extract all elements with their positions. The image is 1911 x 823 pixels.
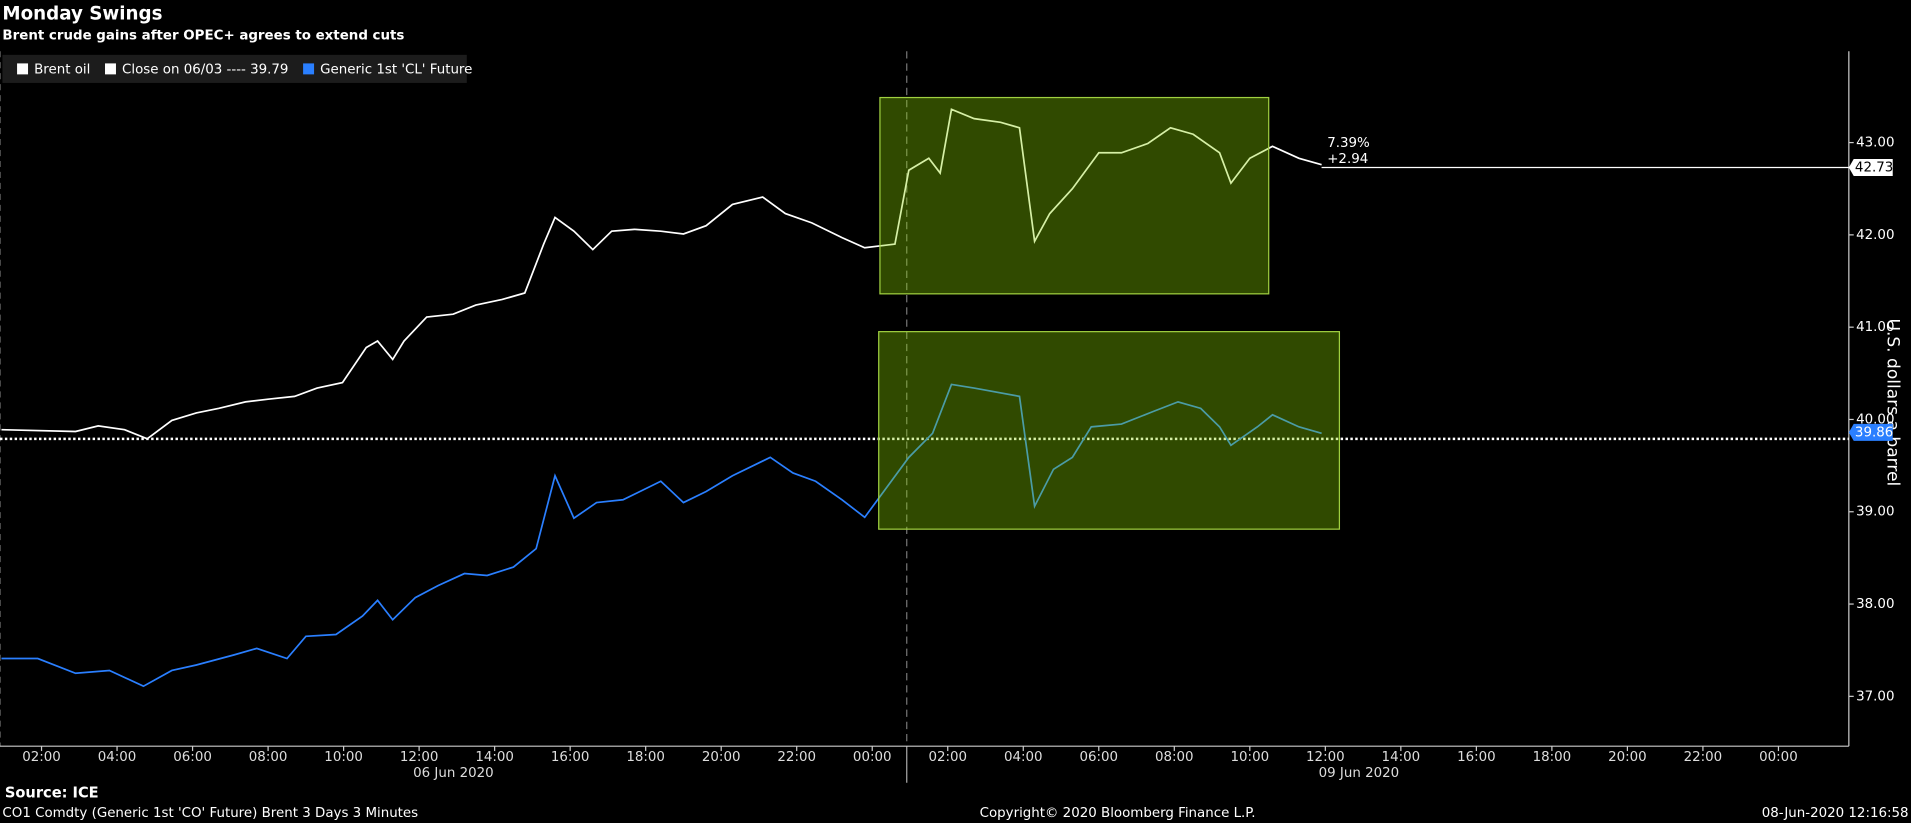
y-tick-label: 41.00 bbox=[1856, 320, 1894, 335]
footer-center: Copyright© 2020 Bloomberg Finance L.P. bbox=[980, 806, 1256, 821]
chart-subtitle: Brent crude gains after OPEC+ agrees to … bbox=[2, 28, 404, 43]
x-tick-label: 22:00 bbox=[777, 750, 816, 765]
date-label: 09 Jun 2020 bbox=[1319, 766, 1400, 781]
y-tick-label: 39.00 bbox=[1856, 505, 1894, 520]
chart-title: Monday Swings bbox=[2, 4, 162, 25]
legend-box bbox=[2, 54, 467, 83]
annotation: +2.94 bbox=[1327, 152, 1368, 167]
x-tick-label: 08:00 bbox=[249, 750, 288, 765]
y-tick-label: 38.00 bbox=[1856, 597, 1894, 612]
x-tick-label: 12:00 bbox=[400, 750, 439, 765]
x-tick-label: 10:00 bbox=[1231, 750, 1270, 765]
x-tick-label: 16:00 bbox=[551, 750, 590, 765]
x-tick-label: 06:00 bbox=[173, 750, 212, 765]
y-tick-label: 42.00 bbox=[1856, 228, 1894, 243]
legend-swatch bbox=[17, 63, 29, 75]
x-tick-label: 14:00 bbox=[1382, 750, 1421, 765]
last-value-label: 39.86 bbox=[1855, 425, 1893, 440]
x-tick-label: 22:00 bbox=[1684, 750, 1723, 765]
x-tick-label: 10:00 bbox=[324, 750, 363, 765]
y-tick-label: 43.00 bbox=[1856, 136, 1894, 151]
last-value-tag bbox=[1848, 423, 1893, 441]
legend-label: Close on 06/03 ---- 39.79 bbox=[122, 62, 288, 77]
series-line bbox=[1, 383, 1322, 688]
y-tick-label: 37.00 bbox=[1856, 689, 1894, 704]
x-tick-label: 18:00 bbox=[626, 750, 665, 765]
highlight-box bbox=[879, 96, 1270, 295]
x-tick-label: 18:00 bbox=[1533, 750, 1572, 765]
x-tick-label: 00:00 bbox=[853, 750, 892, 765]
y-axis-label: U.S. dollars a barrel bbox=[1883, 318, 1903, 486]
source: Source: ICE bbox=[5, 785, 99, 802]
x-tick-label: 04:00 bbox=[1004, 750, 1043, 765]
x-tick-label: 02:00 bbox=[928, 750, 967, 765]
last-value-label: 42.73 bbox=[1855, 160, 1893, 175]
legend-swatch bbox=[303, 63, 315, 75]
x-tick-label: 16:00 bbox=[1457, 750, 1496, 765]
x-tick-label: 14:00 bbox=[475, 750, 514, 765]
x-tick-label: 12:00 bbox=[1306, 750, 1345, 765]
legend-label: Brent oil bbox=[34, 62, 90, 77]
footer-right: 08-Jun-2020 12:16:58 bbox=[1762, 806, 1909, 821]
x-tick-label: 00:00 bbox=[1759, 750, 1798, 765]
last-value-tag bbox=[1848, 158, 1893, 177]
x-tick-label: 02:00 bbox=[22, 750, 61, 765]
date-label: 06 Jun 2020 bbox=[413, 766, 494, 781]
y-tick-label: 40.00 bbox=[1856, 412, 1894, 427]
x-tick-label: 20:00 bbox=[1608, 750, 1647, 765]
legend-label: Generic 1st 'CL' Future bbox=[320, 62, 472, 77]
series-line bbox=[1, 108, 1322, 440]
footer-left: CO1 Comdty (Generic 1st 'CO' Future) Bre… bbox=[2, 806, 418, 821]
x-tick-label: 08:00 bbox=[1155, 750, 1194, 765]
highlight-box bbox=[878, 331, 1341, 530]
x-tick-label: 04:00 bbox=[98, 750, 137, 765]
annotation: 7.39% bbox=[1327, 136, 1370, 151]
legend-swatch bbox=[105, 63, 116, 75]
x-tick-label: 20:00 bbox=[702, 750, 741, 765]
x-tick-label: 06:00 bbox=[1079, 750, 1118, 765]
